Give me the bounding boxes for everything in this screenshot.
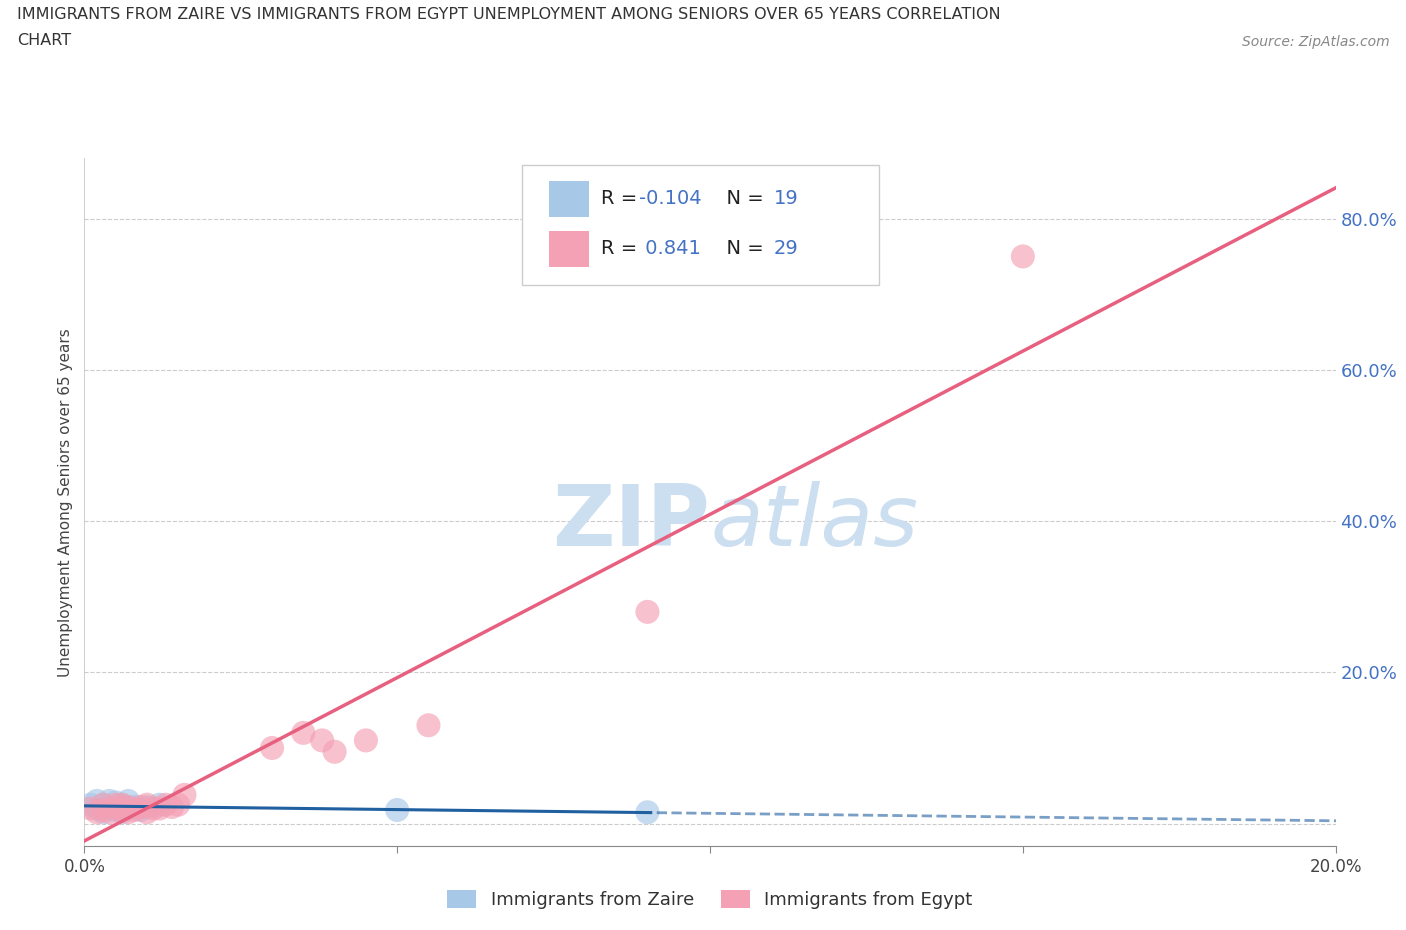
Point [79, 801, 101, 816]
Point [173, 788, 195, 803]
Point [117, 800, 139, 815]
Point [91, 797, 114, 812]
Point [117, 804, 139, 819]
Point [129, 800, 152, 815]
Point [637, 604, 659, 619]
Text: R =: R = [602, 189, 644, 208]
Point [91, 804, 114, 819]
Point [104, 801, 127, 816]
Point [385, 803, 409, 817]
Point [117, 793, 139, 808]
Text: 29: 29 [773, 239, 799, 259]
Point [262, 740, 284, 755]
Point [155, 797, 177, 812]
Point [418, 718, 440, 733]
Point [86, 801, 108, 816]
Point [104, 795, 127, 810]
Point [136, 797, 159, 812]
Point [148, 797, 170, 812]
Text: 0.841: 0.841 [638, 239, 700, 259]
Point [111, 804, 134, 819]
Point [637, 804, 659, 819]
FancyBboxPatch shape [548, 180, 589, 217]
Point [79, 797, 101, 812]
Point [136, 804, 159, 819]
Text: ZIP: ZIP [553, 482, 710, 565]
Point [167, 797, 190, 812]
Point [86, 804, 108, 819]
Point [124, 800, 146, 815]
Point [292, 725, 315, 740]
Point [311, 733, 333, 748]
Point [98, 800, 121, 815]
Text: -0.104: -0.104 [638, 189, 702, 208]
Point [142, 801, 165, 816]
Point [136, 800, 159, 815]
Text: IMMIGRANTS FROM ZAIRE VS IMMIGRANTS FROM EGYPT UNEMPLOYMENT AMONG SENIORS OVER 6: IMMIGRANTS FROM ZAIRE VS IMMIGRANTS FROM… [17, 7, 1001, 22]
FancyBboxPatch shape [548, 231, 589, 267]
Text: atlas: atlas [710, 482, 918, 565]
Point [111, 797, 134, 812]
Point [129, 803, 152, 817]
Point [323, 744, 346, 759]
Point [104, 797, 127, 812]
FancyBboxPatch shape [523, 165, 879, 286]
Point [91, 797, 114, 812]
Text: N =: N = [714, 239, 769, 259]
Point [98, 793, 121, 808]
Point [111, 797, 134, 812]
Point [148, 801, 170, 816]
Text: CHART: CHART [17, 33, 70, 47]
Point [86, 793, 108, 808]
Point [111, 803, 134, 817]
Point [354, 733, 377, 748]
Text: Source: ZipAtlas.com: Source: ZipAtlas.com [1241, 35, 1389, 49]
Point [104, 803, 127, 817]
Point [1012, 249, 1035, 264]
Y-axis label: Unemployment Among Seniors over 65 years: Unemployment Among Seniors over 65 years [58, 328, 73, 677]
Text: N =: N = [714, 189, 769, 208]
Point [117, 801, 139, 816]
Legend: Immigrants from Zaire, Immigrants from Egypt: Immigrants from Zaire, Immigrants from E… [440, 883, 980, 916]
Text: 19: 19 [773, 189, 799, 208]
Point [98, 804, 121, 819]
Point [91, 803, 114, 817]
Point [160, 800, 183, 815]
Text: R =: R = [602, 239, 644, 259]
Point [124, 803, 146, 817]
